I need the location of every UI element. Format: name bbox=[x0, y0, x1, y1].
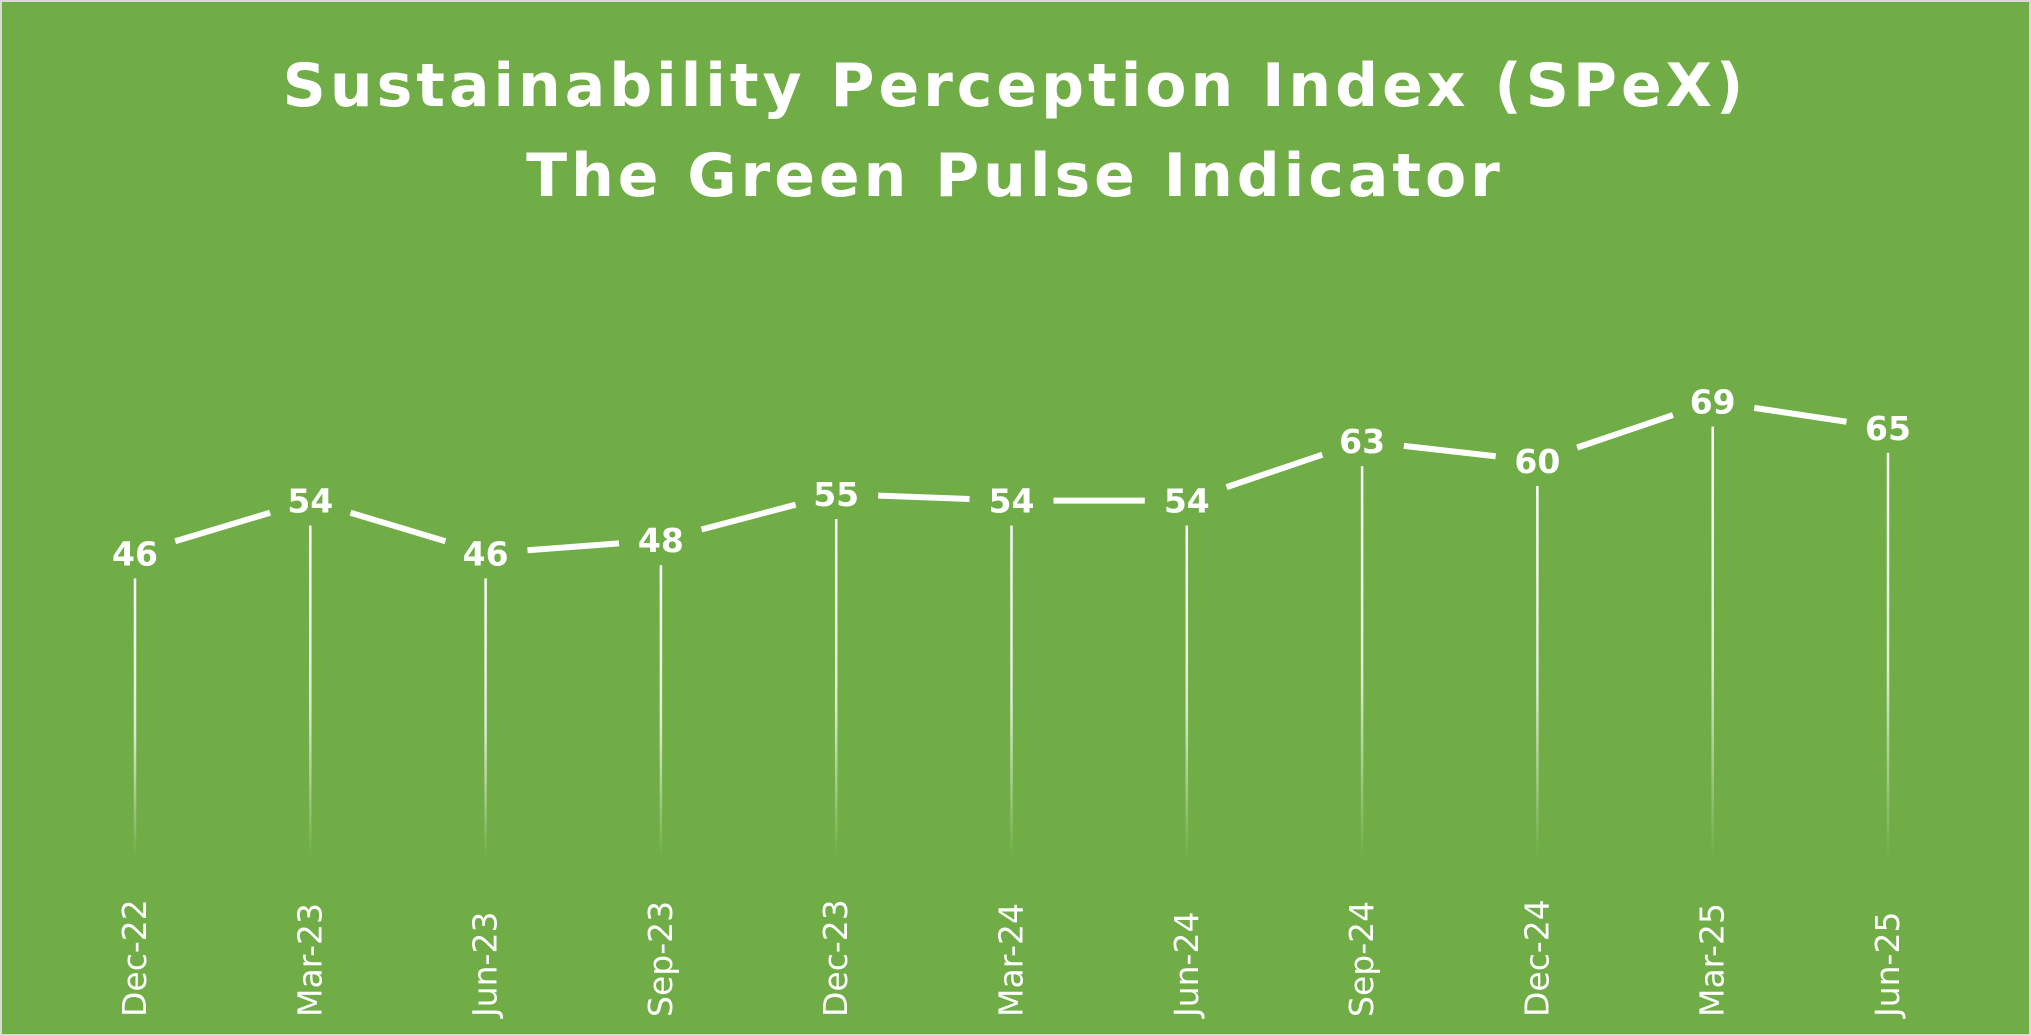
data-labels: 46 54 46 48 55 54 54 63 60 69 65 bbox=[112, 383, 1911, 574]
data-label: 46 bbox=[112, 534, 158, 573]
data-label: 54 bbox=[287, 482, 333, 521]
series-line-segment bbox=[878, 492, 970, 503]
data-label: 65 bbox=[1865, 409, 1911, 448]
x-tick-label: Sep-24 bbox=[1342, 901, 1381, 1017]
drop-line bbox=[834, 519, 838, 857]
drop-line bbox=[1886, 453, 1890, 857]
drop-line bbox=[484, 578, 487, 857]
x-tick-label: Mar-25 bbox=[1693, 903, 1732, 1017]
drop-line bbox=[1185, 525, 1189, 857]
drop-lines bbox=[133, 426, 1890, 857]
drop-line bbox=[1536, 486, 1539, 857]
series-line-segment bbox=[527, 540, 620, 554]
data-label: 54 bbox=[989, 482, 1035, 521]
data-label: 48 bbox=[638, 521, 684, 560]
data-label: 54 bbox=[1164, 482, 1210, 521]
drop-line bbox=[309, 525, 312, 857]
drop-line bbox=[1360, 466, 1364, 857]
x-tick-label: Jun-24 bbox=[1167, 912, 1206, 1019]
series-line-segment bbox=[1225, 451, 1324, 490]
chart-subtitle: The Green Pulse Indicator bbox=[526, 141, 1504, 211]
data-label: 63 bbox=[1339, 422, 1385, 461]
data-label: 60 bbox=[1514, 442, 1560, 481]
x-tick-label: Sep-23 bbox=[641, 901, 680, 1017]
x-tick-label: Jun-23 bbox=[466, 912, 505, 1019]
drop-line bbox=[1010, 525, 1013, 857]
series-line-segment bbox=[174, 509, 271, 545]
series-line-segment bbox=[1403, 442, 1497, 460]
series-line-segment bbox=[349, 509, 447, 545]
data-label: 46 bbox=[463, 534, 509, 573]
series-line-segment bbox=[700, 501, 797, 533]
x-tick-label: Dec-24 bbox=[1517, 899, 1556, 1017]
series-line-segment bbox=[1753, 404, 1847, 425]
data-label: 69 bbox=[1690, 383, 1736, 422]
chart-title: Sustainability Perception Index (SPeX) bbox=[283, 51, 1748, 121]
x-axis-tick-labels: Dec-22 Mar-23 Jun-23 Sep-23 Dec-23 Mar-24 Jun-… bbox=[115, 899, 1907, 1019]
data-label: 55 bbox=[813, 475, 859, 514]
x-tick-label: Mar-24 bbox=[992, 903, 1031, 1017]
drop-line bbox=[659, 565, 663, 857]
x-tick-label: Dec-23 bbox=[816, 899, 855, 1017]
series-line-segment bbox=[1576, 412, 1674, 451]
series-line bbox=[174, 404, 1847, 554]
drop-line bbox=[133, 578, 137, 857]
drop-line bbox=[1711, 426, 1714, 857]
x-tick-label: Jun-25 bbox=[1868, 912, 1907, 1019]
x-tick-label: Mar-23 bbox=[290, 903, 329, 1017]
x-tick-label: Dec-22 bbox=[115, 899, 154, 1017]
